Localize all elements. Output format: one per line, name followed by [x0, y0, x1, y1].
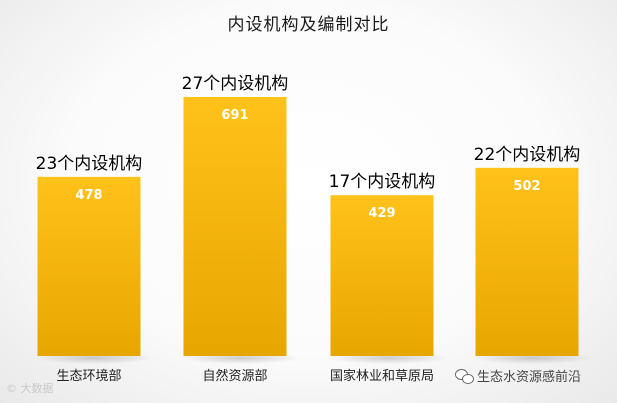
bar-annotation: 23个内设机构 [36, 154, 143, 174]
watermark-right: 生态水资源感前沿 [455, 366, 581, 385]
wechat-icon [455, 368, 474, 384]
watermark-left: © 大数据 [6, 382, 54, 395]
bar [37, 176, 141, 356]
bar-annotation: 27个内设机构 [182, 74, 289, 94]
data-label: 429 [368, 206, 395, 221]
bar [330, 195, 434, 356]
bar-annotation: 17个内设机构 [329, 172, 436, 192]
bar [475, 167, 579, 356]
data-label: 478 [75, 188, 102, 203]
data-label: 691 [221, 108, 248, 123]
bar-annotation: 22个内设机构 [474, 145, 581, 165]
watermark-right-text: 生态水资源感前沿 [477, 370, 582, 385]
category-tick-label: 生态环境部 [56, 369, 121, 384]
data-label: 502 [513, 179, 540, 194]
category-tick-label: 国家林业和草原局 [330, 368, 434, 384]
bar [183, 97, 287, 356]
chart-title: 内设机构及编制对比 [227, 15, 390, 35]
category-tick-label: 自然资源部 [202, 368, 267, 384]
